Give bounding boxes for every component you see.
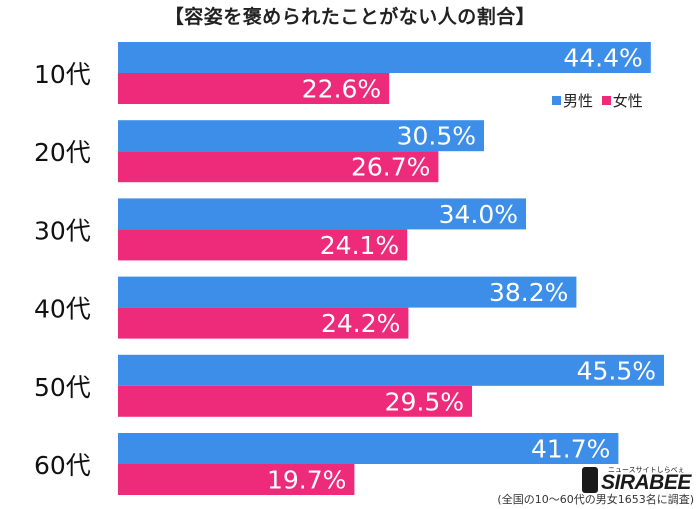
bar-female <box>118 385 472 417</box>
bar-male <box>118 433 619 464</box>
data-label: 38.2% <box>489 278 568 307</box>
bar-female <box>118 464 355 495</box>
bar-male <box>118 120 484 152</box>
data-label: 24.2% <box>321 309 400 338</box>
bar-female <box>118 307 409 339</box>
legend-label-female: 女性 <box>612 92 643 110</box>
bar-male <box>118 354 664 386</box>
bar-male <box>118 42 651 73</box>
category-label: 30代 <box>34 216 91 245</box>
category-label: 60代 <box>34 451 91 480</box>
category-label: 40代 <box>34 295 91 324</box>
logo-tagline: ニュースサイトしらべぇ <box>608 466 685 474</box>
data-label: 30.5% <box>397 122 476 151</box>
data-label: 44.4% <box>563 44 642 73</box>
legend: 男性 女性 <box>552 90 643 111</box>
data-label: 41.7% <box>531 435 610 464</box>
bar-female <box>118 151 439 183</box>
data-label: 24.1% <box>320 231 399 260</box>
data-label: 29.5% <box>385 387 464 416</box>
data-label: 22.6% <box>302 75 381 104</box>
logo-mark-icon <box>582 467 598 493</box>
category-label: 20代 <box>34 138 91 167</box>
data-label: 34.0% <box>439 200 518 229</box>
data-label: 26.7% <box>351 153 430 182</box>
bar-female <box>118 229 408 261</box>
bar-male <box>118 276 577 308</box>
category-label: 50代 <box>34 373 91 402</box>
chart-title: 【容姿を褒められたことがない人の割合】 <box>164 6 536 28</box>
legend-swatch-female <box>601 96 611 105</box>
bar-male <box>118 198 526 230</box>
legend-swatch-male <box>552 96 561 105</box>
category-label: 10代 <box>34 60 91 89</box>
bar-female <box>118 73 390 104</box>
sirabee-logo: ニュースサイトしらべぇ SIRABEE <box>582 466 694 494</box>
data-label: 19.7% <box>267 466 346 495</box>
data-label: 45.5% <box>577 356 656 385</box>
legend-label-male: 男性 <box>563 92 594 110</box>
logo-wordmark: SIRABEE <box>601 471 691 494</box>
survey-note: (全国の10〜60代の男女1653名に調査) <box>497 493 694 506</box>
